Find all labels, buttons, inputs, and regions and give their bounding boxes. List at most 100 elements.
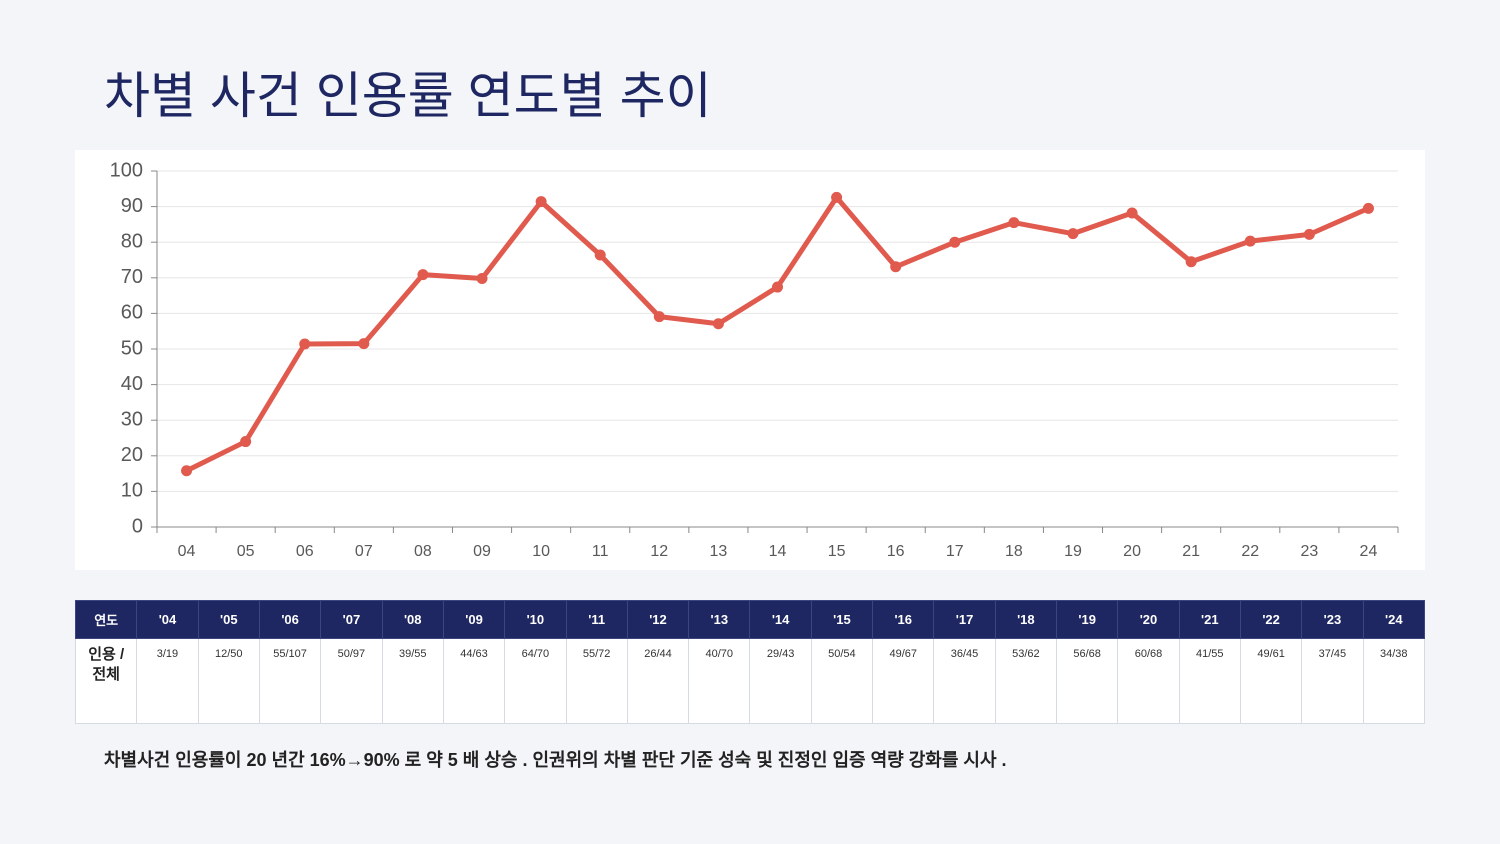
x-tick-label: 19: [1064, 543, 1082, 560]
point: [594, 249, 606, 261]
table-cell: 12/50: [197, 638, 260, 724]
table-cell: 56/68: [1055, 638, 1119, 724]
table-cell: 44/63: [442, 638, 506, 724]
point: [1008, 217, 1020, 229]
table-cell: 64/70: [504, 638, 567, 724]
point: [417, 269, 429, 281]
x-tick-label: 04: [178, 543, 196, 560]
point: [1126, 207, 1138, 219]
table-cell: 26/44: [626, 638, 690, 724]
y-tick-label: 0: [132, 515, 143, 537]
x-tick-label: 14: [769, 543, 787, 560]
y-tick-label: 80: [121, 230, 143, 252]
column-header: '06: [258, 600, 322, 639]
table-cell: 36/45: [933, 638, 996, 724]
table-cell: 3/19: [136, 638, 199, 724]
y-tick-label: 70: [121, 266, 143, 288]
y-tick-label: 40: [121, 373, 143, 395]
x-tick-label: 09: [473, 543, 491, 560]
chart: 0 10 20 30 40 50 60 70 80 90 100 04 05 06 07 08 09 10 11 12…: [110, 159, 1399, 560]
column-header: '15: [810, 600, 874, 639]
line: [185, 194, 1370, 473]
x-tick-label: 08: [414, 543, 432, 560]
x-tick-label: 16: [887, 543, 905, 560]
x-tick-label: 07: [355, 543, 373, 560]
x-tick-label: 24: [1360, 543, 1378, 560]
x-tick-label: 23: [1300, 543, 1318, 560]
data-table: 연도 '04'05'06'07'08'09'10'11'12'13'14'15'1…: [74, 600, 1426, 724]
y-tick-label: 30: [121, 408, 143, 430]
point: [1185, 256, 1197, 268]
table-cell: 50/97: [320, 638, 383, 724]
x-tick-label: 18: [1005, 543, 1023, 560]
column-header: '14: [749, 600, 812, 639]
point: [1244, 235, 1256, 247]
column-header: '21: [1178, 600, 1241, 639]
y-tick-label: 60: [121, 302, 143, 324]
slide-title: 차별 사건 인용률 연도별 추이: [104, 68, 712, 124]
y-tick-label: 10: [121, 480, 143, 502]
column-header: '11: [565, 600, 628, 639]
chart-panel: 0 10 20 30 40 50 60 70 80 90 100 04 05 06 07 08 09 10 11 12…: [75, 150, 1425, 570]
x-tick-label: 13: [710, 543, 728, 560]
column-header: '19: [1055, 600, 1119, 639]
point: [1362, 202, 1374, 214]
column-header: '05: [197, 600, 260, 639]
column-header: '22: [1239, 600, 1303, 639]
x-tick-label: 17: [946, 543, 964, 560]
y-tick-label: 90: [121, 195, 143, 217]
x-tick-label: 11: [592, 543, 609, 560]
table-cell: 29/43: [749, 638, 812, 724]
summary-note: 차별사건 인용률이 20 년간 16%→90% 로 약 5 배 상승 . 인권위…: [104, 750, 1007, 770]
table-cell: 41/55: [1178, 638, 1241, 724]
column-header: '13: [688, 600, 751, 639]
point: [653, 311, 665, 323]
x-tick-label: 15: [828, 543, 846, 560]
y-tick-label: 50: [121, 337, 143, 359]
point: [772, 281, 783, 293]
table-row: 인용 / 전체 3/19 12/50 55/107 50/97 39/55 44/63 64/…: [74, 638, 1426, 724]
point: [890, 261, 902, 273]
point: [358, 338, 370, 350]
x-tick-label: 12: [650, 543, 668, 560]
column-header: '07: [320, 600, 383, 639]
column-header: 연도: [74, 600, 138, 639]
column-header: '20: [1117, 600, 1180, 639]
table-cell: 60/68: [1117, 638, 1180, 724]
table-cell: 55/72: [565, 638, 628, 724]
column-header: '24: [1362, 600, 1426, 639]
x-tick-label: 05: [237, 543, 255, 560]
x-tick-label: 20: [1123, 543, 1141, 560]
column-header: '08: [381, 600, 444, 639]
table-cell: 53/62: [994, 638, 1058, 724]
table-cell: 40/70: [688, 638, 751, 724]
column-header: '09: [442, 600, 506, 639]
table-cell: 50/54: [810, 638, 874, 724]
table-cell: 49/67: [872, 638, 935, 724]
point: [240, 436, 252, 448]
table-cell: 49/61: [1239, 638, 1303, 724]
point: [1303, 228, 1315, 240]
point: [1067, 228, 1079, 240]
x-tick-label: 22: [1241, 543, 1259, 560]
x-tick-label: 21: [1182, 543, 1200, 560]
column-header: '04: [136, 600, 199, 639]
point: [181, 465, 193, 477]
column-header: '16: [872, 600, 935, 639]
table-cell: 37/45: [1301, 638, 1364, 724]
column-header: '18: [994, 600, 1058, 639]
x-tick-label: 06: [296, 543, 314, 560]
column-header: '12: [626, 600, 690, 639]
table-cell: 55/107: [258, 638, 322, 724]
y-tick-label: 100: [110, 159, 143, 181]
column-header: '17: [933, 600, 996, 639]
point: [831, 191, 843, 203]
point: [299, 338, 311, 350]
column-header: '23: [1301, 600, 1364, 639]
x-tick-label: 10: [532, 543, 550, 560]
column-header: '10: [504, 600, 567, 639]
table-cell: 39/55: [381, 638, 444, 724]
table-cell: 34/38: [1362, 638, 1426, 724]
point: [535, 196, 547, 208]
